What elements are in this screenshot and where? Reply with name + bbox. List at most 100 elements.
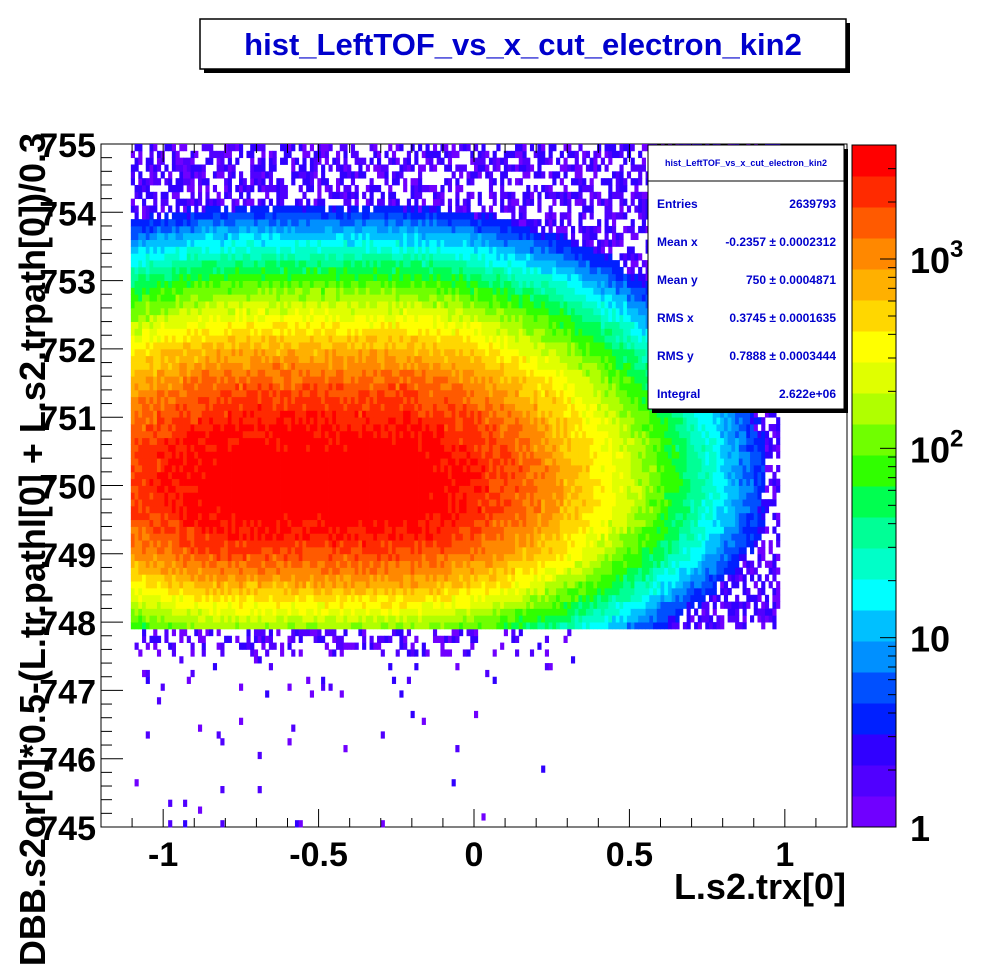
heatmap-cell [197, 519, 203, 527]
heatmap-cell [261, 424, 266, 432]
heatmap-cell [280, 157, 285, 165]
heatmap-cell [283, 403, 288, 411]
heatmap-cell [190, 342, 195, 350]
heatmap-cell [373, 553, 378, 562]
heatmap-cell [328, 540, 333, 548]
heatmap-cell [339, 314, 344, 322]
heatmap-cell [272, 369, 277, 377]
heatmap-cell [179, 212, 184, 220]
heatmap-cell [309, 369, 315, 377]
heatmap-cell [197, 362, 203, 370]
heatmap-cell [276, 389, 281, 398]
heatmap-cell [317, 417, 322, 425]
heatmap-cell [350, 444, 356, 452]
heatmap-cell [156, 301, 162, 309]
heatmap-cell [395, 512, 400, 521]
heatmap-cell [328, 266, 333, 275]
heatmap-cell [153, 444, 158, 452]
heatmap-cell [384, 581, 389, 589]
heatmap-cell [153, 294, 158, 302]
heatmap-cell [317, 307, 322, 316]
heatmap-cell [134, 642, 139, 650]
heatmap-cell [335, 396, 341, 404]
heatmap-cell [395, 424, 400, 432]
heatmap-cell [138, 567, 143, 575]
heatmap-cell [380, 232, 385, 241]
heatmap-cell [261, 212, 266, 220]
heatmap-cell [302, 465, 307, 473]
heatmap-cell [209, 362, 214, 370]
heatmap-cell [250, 287, 255, 295]
heatmap-cell [321, 355, 326, 363]
heatmap-cell [156, 253, 162, 261]
heatmap-cell [190, 587, 195, 596]
heatmap-cell [186, 622, 191, 630]
heatmap-cell [197, 403, 203, 411]
heatmap-cell [369, 389, 374, 398]
heatmap-cell [350, 260, 356, 268]
heatmap-cell [246, 533, 251, 541]
heatmap-cell [332, 499, 337, 507]
heatmap-cell [335, 567, 341, 575]
heatmap-cell [190, 266, 195, 275]
heatmap-cell [298, 403, 303, 411]
heatmap-cell [291, 601, 296, 609]
heatmap-cell [231, 396, 236, 404]
heatmap-cell [388, 430, 393, 439]
heatmap-cell [354, 389, 359, 398]
heatmap-cell [328, 594, 333, 603]
heatmap-cell [335, 157, 341, 165]
heatmap-cell [268, 663, 273, 671]
heatmap-cell [231, 444, 236, 452]
heatmap-cell [231, 622, 236, 630]
heatmap-cell [216, 492, 221, 500]
heatmap-cell [224, 253, 229, 261]
heatmap-cell [350, 471, 356, 480]
heatmap-cell [324, 301, 329, 309]
heatmap-cell [321, 266, 326, 275]
heatmap-cell [257, 574, 262, 582]
heatmap-cell [373, 615, 378, 623]
heatmap-cell [156, 574, 162, 582]
heatmap-cell [149, 410, 154, 418]
heatmap-cell [239, 362, 244, 370]
heatmap-cell [324, 232, 329, 241]
heatmap-cell [175, 314, 180, 322]
heatmap-cell [197, 587, 203, 596]
heatmap-cell [369, 608, 374, 616]
heatmap-cell [347, 492, 352, 500]
heatmap-cell [373, 417, 378, 425]
heatmap-cell [220, 430, 225, 439]
heatmap-cell [291, 649, 296, 657]
heatmap-cell [190, 512, 195, 521]
heatmap-cell [149, 505, 154, 514]
heatmap-cell [369, 355, 374, 363]
heatmap-cell [212, 499, 218, 507]
heatmap-cell [209, 260, 214, 268]
heatmap-cell [350, 355, 356, 363]
heatmap-cell [294, 553, 300, 562]
heatmap-cell [317, 280, 322, 288]
heatmap-cell [354, 335, 359, 343]
heatmap-cell [168, 335, 173, 343]
heatmap-cell [317, 526, 322, 534]
heatmap-cell [153, 567, 158, 575]
heatmap-cell [283, 553, 288, 562]
heatmap-cell [149, 266, 154, 275]
heatmap-cell [339, 212, 344, 220]
heatmap-cell [373, 560, 378, 568]
heatmap-cell [343, 403, 348, 411]
heatmap-cell [321, 437, 326, 445]
heatmap-cell [142, 669, 147, 678]
heatmap-cell [294, 171, 300, 179]
heatmap-cell [250, 574, 255, 582]
heatmap-cell [246, 253, 251, 261]
heatmap-cell [209, 553, 214, 562]
heatmap-cell [253, 505, 259, 514]
heatmap-cell [362, 301, 367, 309]
heatmap-cell [306, 601, 311, 609]
heatmap-cell [265, 410, 270, 418]
heatmap-cell [395, 369, 400, 377]
heatmap-cell [291, 574, 296, 582]
heatmap-cell [350, 567, 356, 575]
